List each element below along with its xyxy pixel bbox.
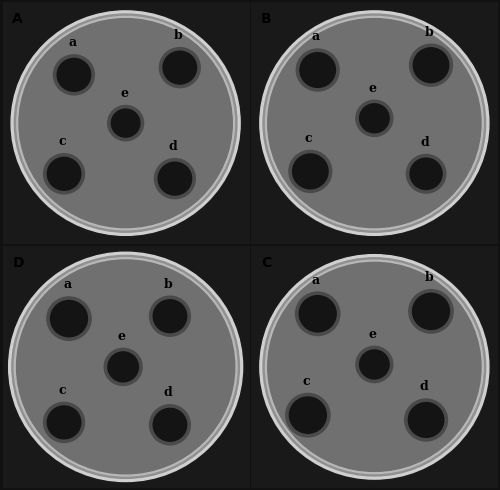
- Circle shape: [268, 19, 481, 228]
- Circle shape: [104, 348, 142, 386]
- Circle shape: [19, 19, 233, 228]
- Circle shape: [300, 52, 336, 87]
- Circle shape: [163, 51, 196, 84]
- Text: b: b: [425, 25, 434, 39]
- Circle shape: [258, 8, 492, 238]
- Text: e: e: [369, 82, 377, 95]
- Circle shape: [54, 55, 94, 95]
- Circle shape: [47, 297, 91, 341]
- Circle shape: [50, 300, 88, 337]
- Circle shape: [12, 255, 239, 478]
- Circle shape: [48, 157, 81, 190]
- Circle shape: [360, 104, 389, 133]
- Circle shape: [409, 290, 453, 333]
- Text: d: d: [420, 136, 429, 149]
- Circle shape: [414, 48, 448, 83]
- Text: e: e: [369, 328, 377, 341]
- Circle shape: [266, 17, 483, 230]
- Circle shape: [356, 100, 393, 136]
- Circle shape: [8, 252, 242, 482]
- Circle shape: [16, 260, 234, 474]
- Circle shape: [57, 58, 90, 91]
- Circle shape: [360, 350, 389, 379]
- Circle shape: [410, 44, 453, 86]
- Circle shape: [300, 295, 336, 332]
- Circle shape: [404, 399, 448, 441]
- Circle shape: [412, 294, 450, 329]
- Circle shape: [8, 8, 242, 238]
- Circle shape: [17, 17, 234, 230]
- Text: d: d: [169, 140, 177, 153]
- Circle shape: [408, 403, 444, 438]
- Circle shape: [153, 300, 186, 333]
- Circle shape: [6, 250, 245, 484]
- Circle shape: [268, 262, 481, 471]
- Circle shape: [406, 154, 446, 193]
- Circle shape: [154, 159, 196, 198]
- Circle shape: [160, 48, 200, 88]
- Circle shape: [44, 402, 84, 442]
- Circle shape: [153, 408, 186, 441]
- Circle shape: [263, 258, 486, 476]
- Circle shape: [44, 154, 84, 194]
- Text: b: b: [164, 278, 172, 291]
- Text: c: c: [58, 384, 66, 397]
- Circle shape: [48, 406, 81, 439]
- Circle shape: [292, 154, 328, 189]
- Circle shape: [260, 11, 489, 235]
- Text: D: D: [12, 256, 24, 270]
- Text: e: e: [120, 87, 128, 100]
- Circle shape: [296, 49, 339, 91]
- Text: a: a: [312, 273, 320, 287]
- Text: d: d: [420, 380, 428, 393]
- Text: c: c: [58, 135, 66, 148]
- Circle shape: [263, 14, 486, 232]
- Circle shape: [290, 397, 327, 433]
- Text: a: a: [312, 30, 320, 44]
- Circle shape: [286, 393, 330, 437]
- Circle shape: [108, 105, 144, 141]
- Circle shape: [150, 405, 190, 445]
- Text: e: e: [118, 330, 126, 343]
- Circle shape: [296, 292, 340, 336]
- Text: a: a: [68, 36, 76, 49]
- Text: B: B: [261, 12, 272, 26]
- Circle shape: [410, 158, 442, 190]
- Text: b: b: [425, 271, 434, 284]
- Circle shape: [258, 252, 492, 482]
- Circle shape: [108, 352, 138, 382]
- Text: C: C: [261, 256, 272, 270]
- Text: d: d: [164, 386, 172, 399]
- Text: a: a: [63, 278, 71, 292]
- Text: c: c: [305, 132, 312, 145]
- Text: b: b: [174, 29, 182, 42]
- Circle shape: [150, 296, 190, 336]
- Circle shape: [260, 255, 489, 479]
- Circle shape: [11, 11, 240, 235]
- Circle shape: [112, 109, 140, 137]
- Circle shape: [266, 260, 483, 473]
- Circle shape: [14, 14, 237, 232]
- Text: A: A: [12, 12, 23, 26]
- Circle shape: [356, 346, 393, 383]
- Circle shape: [289, 150, 332, 193]
- Text: c: c: [302, 375, 310, 388]
- Circle shape: [14, 258, 237, 476]
- Circle shape: [158, 162, 192, 195]
